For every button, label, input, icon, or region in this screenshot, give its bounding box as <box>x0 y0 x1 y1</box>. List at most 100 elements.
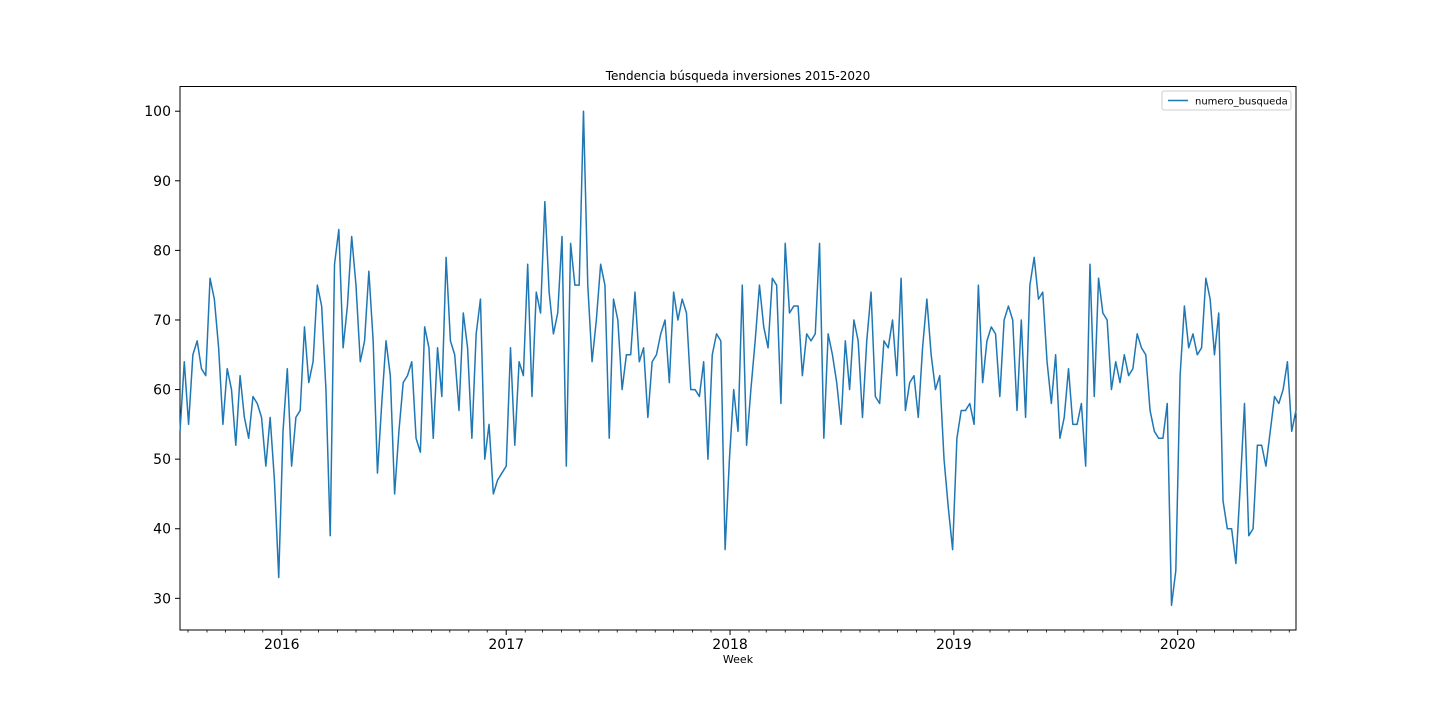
data-point <box>179 431 180 432</box>
data-point <box>1274 396 1275 397</box>
data-point <box>866 340 867 341</box>
data-point <box>1051 403 1052 404</box>
data-point <box>733 389 734 390</box>
data-point <box>244 417 245 418</box>
legend-label: numero_busqueda <box>1195 97 1288 108</box>
data-point <box>368 271 369 272</box>
data-point <box>553 333 554 334</box>
y-tick-label: 40 <box>153 522 171 538</box>
data-point <box>991 326 992 327</box>
y-tick-label: 60 <box>153 383 171 399</box>
chart-title: Tendencia búsqueda inversiones 2015-2020 <box>605 69 871 83</box>
legend: numero_busqueda <box>1161 90 1292 111</box>
y-tick-label: 30 <box>153 591 171 607</box>
data-point <box>1094 396 1095 397</box>
data-point <box>364 340 365 341</box>
x-tick-label: 2019 <box>936 637 972 653</box>
data-point <box>1291 431 1292 432</box>
data-point <box>935 389 936 390</box>
data-point <box>488 424 489 425</box>
data-point <box>1085 466 1086 467</box>
data-point <box>1072 424 1073 425</box>
data-point <box>188 424 189 425</box>
data-point <box>776 285 777 286</box>
data-point <box>1068 368 1069 369</box>
data-point <box>1149 410 1150 411</box>
data-point <box>1257 445 1258 446</box>
data-point <box>1222 500 1223 501</box>
data-point <box>278 577 279 578</box>
data-point <box>274 479 275 480</box>
data-point <box>986 340 987 341</box>
data-point <box>312 361 313 362</box>
data-point <box>652 361 653 362</box>
data-point <box>428 347 429 348</box>
data-point <box>514 445 515 446</box>
data-point <box>377 472 378 473</box>
data-point <box>982 382 983 383</box>
data-point <box>570 243 571 244</box>
data-point <box>1295 410 1296 411</box>
data-point <box>613 299 614 300</box>
data-point <box>999 396 1000 397</box>
data-point <box>201 368 202 369</box>
data-point <box>943 459 944 460</box>
data-point <box>1197 354 1198 355</box>
data-point <box>325 389 326 390</box>
data-point <box>1244 403 1245 404</box>
data-point <box>407 375 408 376</box>
data-point <box>531 396 532 397</box>
data-point <box>334 264 335 265</box>
data-point <box>587 285 588 286</box>
data-point <box>373 340 374 341</box>
data-point <box>737 431 738 432</box>
data-point <box>463 312 464 313</box>
data-point <box>476 333 477 334</box>
series-layer <box>179 110 1297 607</box>
data-point <box>815 333 816 334</box>
data-point <box>767 347 768 348</box>
data-point <box>1042 292 1043 293</box>
data-point <box>712 354 713 355</box>
data-point <box>956 438 957 439</box>
data-point <box>952 549 953 550</box>
data-point <box>922 347 923 348</box>
x-tick-label: 2016 <box>264 637 300 653</box>
data-point <box>222 424 223 425</box>
data-point <box>239 375 240 376</box>
data-point <box>265 466 266 467</box>
data-point <box>1218 312 1219 313</box>
data-point <box>896 375 897 376</box>
data-point <box>965 410 966 411</box>
data-point <box>1098 278 1099 279</box>
y-tick-label: 90 <box>153 174 171 190</box>
data-point <box>1081 403 1082 404</box>
data-point <box>321 305 322 306</box>
data-point <box>892 319 893 320</box>
data-point <box>523 375 524 376</box>
data-point <box>961 410 962 411</box>
data-point <box>1201 347 1202 348</box>
data-point <box>1128 375 1129 376</box>
data-point <box>1278 403 1279 404</box>
data-point <box>415 438 416 439</box>
data-point <box>1021 319 1022 320</box>
data-point <box>828 333 829 334</box>
data-point <box>978 285 979 286</box>
data-point <box>626 354 627 355</box>
data-point <box>458 410 459 411</box>
data-point <box>720 340 721 341</box>
data-point <box>1132 368 1133 369</box>
data-point <box>913 375 914 376</box>
data-point <box>1046 361 1047 362</box>
data-point <box>317 285 318 286</box>
legend-frame <box>1161 90 1292 111</box>
data-point <box>1192 333 1193 334</box>
data-point <box>939 375 940 376</box>
data-point <box>1248 535 1249 536</box>
data-point <box>343 347 344 348</box>
data-point <box>1055 354 1056 355</box>
data-point <box>518 361 519 362</box>
y-tick-label: 70 <box>153 313 171 329</box>
data-point <box>295 417 296 418</box>
